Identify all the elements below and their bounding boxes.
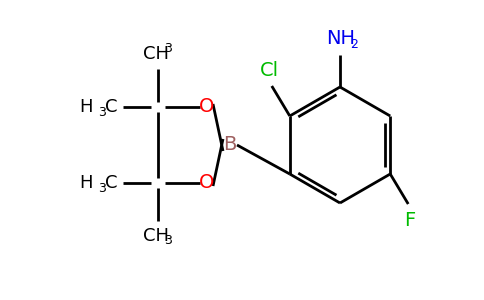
Text: 3: 3 — [164, 43, 172, 56]
Text: H: H — [79, 174, 93, 192]
Text: 2: 2 — [350, 38, 358, 50]
Text: C: C — [105, 174, 117, 192]
Text: B: B — [223, 136, 237, 154]
Text: CH: CH — [143, 227, 169, 245]
Text: F: F — [405, 211, 416, 230]
Text: 3: 3 — [164, 235, 172, 248]
Text: 3: 3 — [98, 106, 106, 118]
Text: NH: NH — [327, 29, 356, 49]
Text: Cl: Cl — [260, 61, 279, 80]
Text: C: C — [105, 98, 117, 116]
Text: H: H — [79, 98, 93, 116]
Text: O: O — [199, 173, 215, 193]
Text: 3: 3 — [98, 182, 106, 194]
Text: O: O — [199, 98, 215, 116]
Text: CH: CH — [143, 45, 169, 63]
